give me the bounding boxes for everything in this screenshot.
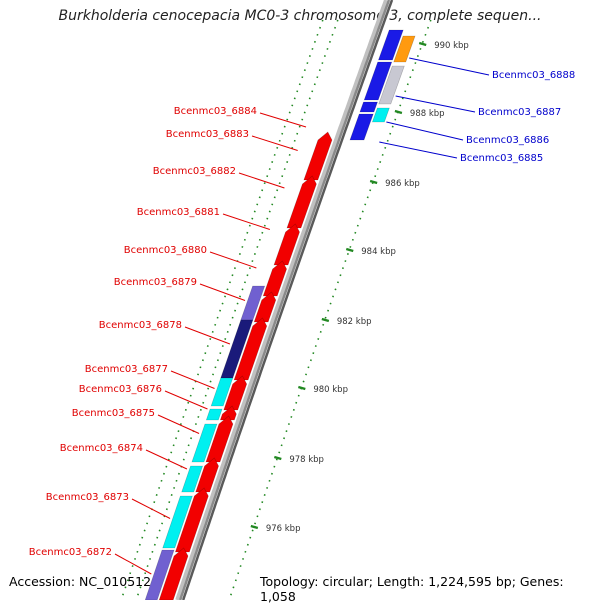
label-leader-line [409, 57, 490, 76]
scale-tick [321, 317, 330, 323]
scale-tick-label: 982 kbp [337, 317, 372, 327]
scale-tick-label: 986 kbp [385, 179, 420, 189]
label-leader-line [145, 449, 188, 470]
reverse-gene-arrow [359, 101, 378, 113]
forward-gene-label[interactable]: Bcenmc03_6878 [99, 320, 182, 331]
reverse-outer-gene [378, 65, 405, 105]
reverse-gene-arrow [349, 113, 374, 141]
label-leader-line [386, 121, 464, 141]
forward-gene-label[interactable]: Bcenmc03_6879 [114, 277, 197, 288]
reverse-gene-arrow [378, 29, 404, 61]
forward-gene-arrow [174, 487, 209, 553]
gene-features [144, 29, 416, 600]
outer-track-gene [210, 377, 234, 407]
label-leader-line [184, 326, 231, 345]
scale-ticks: 976 kbp 978 kbp 980 kbp 982 kbp 984 kbp 986 k… [250, 41, 469, 534]
reverse-gene-label[interactable]: Bcenmc03_6887 [478, 107, 561, 118]
forward-gene-arrow [262, 260, 287, 297]
scale-tick [369, 179, 378, 185]
forward-gene-label[interactable]: Bcenmc03_6875 [72, 408, 155, 419]
forward-gene-arrow [205, 415, 234, 463]
label-leader-line [259, 112, 307, 128]
scale-tick [250, 524, 259, 530]
label-leader-line [114, 553, 152, 575]
reverse-gene-arrow [363, 61, 393, 101]
outer-track-gene [205, 408, 223, 421]
label-leader-line [157, 414, 200, 434]
genome-backbone [175, 0, 394, 600]
scale-tick [394, 109, 403, 115]
forward-gene-arrow [195, 457, 219, 493]
backbone-line [175, 0, 388, 600]
forward-gene-arrow [219, 405, 237, 421]
reverse-gene-label[interactable]: Bcenmc03_6885 [460, 153, 543, 164]
forward-gene-label[interactable]: Bcenmc03_6884 [174, 106, 257, 117]
forward-gene-label[interactable]: Bcenmc03_6880 [124, 245, 207, 256]
gene-labels: Bcenmc03_6884 Bcenmc03_6883 Bcenmc03_6882 B… [29, 57, 575, 575]
label-leader-line [170, 370, 215, 389]
accession-label: Accession: NC_010512 [9, 574, 152, 589]
forward-gene-label[interactable]: Bcenmc03_6876 [79, 384, 162, 395]
scale-tick-label: 980 kbp [313, 385, 348, 395]
scale-tick [273, 455, 282, 461]
forward-gene-label[interactable]: Bcenmc03_6872 [29, 547, 112, 558]
label-leader-line [251, 135, 298, 151]
scale-tick-label: 978 kbp [289, 455, 324, 465]
forward-gene-arrow [223, 375, 248, 411]
scale-tick [298, 385, 306, 391]
map-title: Burkholderia cenocepacia MC0-3 chromosom… [58, 8, 542, 24]
label-leader-line [395, 95, 476, 113]
scale-tick-label: 990 kbp [434, 41, 469, 51]
label-leader-line [222, 213, 270, 230]
forward-gene-label[interactable]: Bcenmc03_6883 [166, 129, 249, 140]
reverse-gene-label[interactable]: Bcenmc03_6888 [492, 70, 575, 81]
forward-gene-label[interactable]: Bcenmc03_6881 [137, 207, 220, 218]
label-leader-line [199, 283, 246, 301]
label-leader-line [379, 141, 458, 159]
label-leader-line [238, 172, 285, 189]
scale-tick [345, 247, 354, 253]
reverse-gene-label[interactable]: Bcenmc03_6886 [466, 135, 549, 146]
forward-gene-arrow [253, 291, 277, 323]
backbone-line [179, 0, 391, 600]
forward-gene-label[interactable]: Bcenmc03_6882 [153, 166, 236, 177]
scale-tick-label: 976 kbp [266, 524, 301, 534]
outer-track-gene [191, 423, 218, 463]
scale-tick-label: 988 kbp [410, 109, 445, 119]
reverse-outer-gene [393, 35, 416, 63]
reverse-outer-gene [371, 107, 390, 123]
label-leader-line [131, 498, 171, 519]
label-leader-line [209, 251, 257, 269]
forward-gene-arrow [303, 131, 333, 181]
forward-gene-label[interactable]: Bcenmc03_6874 [60, 443, 143, 454]
backbone-line [182, 0, 394, 600]
outer-track-gene [144, 549, 175, 600]
label-leader-line [164, 390, 208, 410]
forward-gene-arrow [286, 175, 317, 229]
outer-track-gene [162, 495, 193, 549]
scale-tick-label: 984 kbp [361, 247, 396, 257]
forward-gene-arrow [273, 223, 300, 266]
scale-tick [418, 41, 427, 47]
forward-gene-label[interactable]: Bcenmc03_6873 [46, 492, 129, 503]
forward-gene-arrow [158, 547, 189, 600]
outer-track-gene [181, 465, 204, 493]
forward-gene-label[interactable]: Bcenmc03_6877 [85, 364, 168, 375]
forward-gene-arrow [233, 317, 268, 381]
